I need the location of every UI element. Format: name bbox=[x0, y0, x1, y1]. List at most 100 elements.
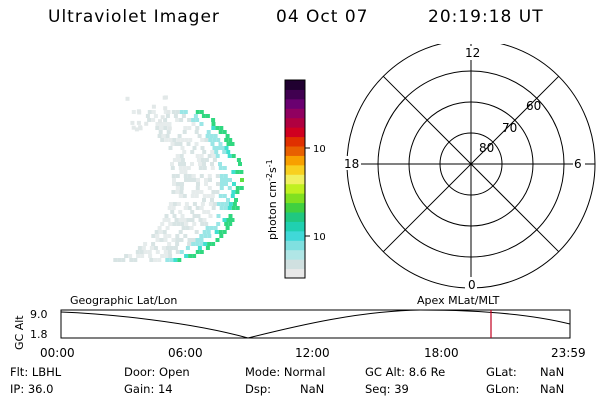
aurora-pixel bbox=[191, 118, 196, 122]
aurora-pixel bbox=[202, 210, 207, 214]
aurora-pixel bbox=[235, 206, 240, 210]
aurora-pixel bbox=[166, 110, 171, 114]
aurora-pixel bbox=[204, 222, 209, 226]
aurora-pixel bbox=[224, 146, 229, 150]
aurora-pixel bbox=[192, 214, 197, 218]
aurora-pixel bbox=[239, 186, 244, 190]
aurora-pixel bbox=[165, 114, 170, 118]
aurora-pixel bbox=[176, 138, 181, 142]
aurora-pixel bbox=[166, 130, 171, 134]
aurora-pixel bbox=[219, 186, 224, 190]
aurora-pixel bbox=[216, 222, 221, 226]
aurora-pixel bbox=[172, 222, 177, 226]
aurora-pixel bbox=[191, 190, 196, 194]
aurora-pixel bbox=[190, 150, 195, 154]
aurora-pixel bbox=[187, 126, 192, 130]
aurora-pixel bbox=[159, 122, 164, 126]
aurora-pixel bbox=[178, 162, 182, 166]
info-mode: Mode: Normal bbox=[245, 365, 326, 379]
aurora-pixel bbox=[139, 250, 144, 254]
aurora-pixel bbox=[231, 154, 236, 158]
aurora-pixel bbox=[205, 226, 210, 230]
aurora-pixel bbox=[199, 250, 204, 254]
polar-circle-label-70: 70 bbox=[502, 121, 517, 135]
aurora-pixel bbox=[219, 126, 224, 130]
colorbar-cell bbox=[285, 80, 305, 90]
aurora-pixel bbox=[210, 166, 215, 170]
aurora-pixel bbox=[136, 109, 141, 114]
colorbar-cell bbox=[285, 268, 305, 279]
aurora-pixel bbox=[220, 178, 224, 182]
aurora-pixel bbox=[168, 138, 173, 142]
aurora-pixel bbox=[218, 194, 223, 198]
aurora-pixel bbox=[204, 182, 208, 186]
aurora-pixel bbox=[199, 110, 204, 114]
aurora-pixel bbox=[175, 250, 180, 254]
aurora-pixel bbox=[143, 242, 148, 246]
aurora-pixel bbox=[208, 178, 212, 182]
aurora-pixel bbox=[222, 218, 227, 222]
aurora-pixel bbox=[145, 114, 150, 118]
aurora-pixel bbox=[218, 166, 223, 170]
aurora-pixel bbox=[166, 218, 171, 222]
aurora-pixel bbox=[163, 234, 168, 238]
colorbar-cell bbox=[285, 230, 305, 241]
aurora-pixel bbox=[195, 250, 200, 254]
aurora-pixel bbox=[130, 120, 135, 125]
aurora-pixel bbox=[167, 122, 172, 126]
aurora-pixel bbox=[165, 226, 170, 230]
aurora-pixel bbox=[158, 230, 163, 234]
aurora-pixel bbox=[199, 234, 204, 238]
aurora-pixel bbox=[186, 166, 191, 170]
aurora-pixel bbox=[154, 230, 159, 234]
image-date: 04 Oct 07 bbox=[276, 7, 369, 27]
aurora-pixel bbox=[180, 182, 184, 186]
aurora-pixel bbox=[141, 246, 146, 250]
colorbar: 100 10 photon cm-2s-1 bbox=[265, 79, 325, 279]
aurora-pixel bbox=[222, 150, 227, 154]
aurora-pixel bbox=[219, 206, 224, 210]
aurora-pixel bbox=[212, 138, 217, 142]
timeline-frame bbox=[60, 309, 571, 339]
aurora-pixel bbox=[222, 194, 227, 198]
aurora-pixel bbox=[184, 178, 188, 182]
aurora-pixel bbox=[193, 114, 198, 118]
info-glon-value: NaN bbox=[540, 382, 565, 396]
polar-line-diag-2 bbox=[382, 75, 560, 253]
aurora-pixel bbox=[207, 174, 212, 178]
timeline-x-tick-1: 06:00 bbox=[168, 346, 203, 360]
aurora-pixel bbox=[215, 154, 220, 158]
aurora-pixel bbox=[181, 226, 186, 230]
aurora-pixel bbox=[195, 238, 200, 242]
aurora-pixel bbox=[176, 182, 180, 186]
info-glat-value: NaN bbox=[540, 365, 565, 379]
aurora-pixel bbox=[203, 242, 208, 246]
aurora-pixel bbox=[158, 130, 163, 134]
aurora-pixel bbox=[137, 246, 142, 250]
aurora-pixel bbox=[215, 190, 220, 194]
info-seq: Seq: 39 bbox=[365, 382, 409, 396]
aurora-pixel bbox=[177, 258, 182, 262]
aurora-pixel bbox=[129, 258, 134, 262]
aurora-pixel bbox=[223, 174, 228, 178]
aurora-pixel bbox=[216, 202, 221, 206]
aurora-pixel bbox=[228, 202, 233, 206]
aurora-pixel bbox=[199, 238, 204, 242]
aurora-pixel bbox=[174, 142, 179, 146]
aurora-pixel bbox=[167, 206, 172, 210]
aurora-pixel bbox=[212, 158, 217, 162]
aurora-pixel bbox=[195, 110, 200, 114]
aurora-pixel bbox=[199, 122, 204, 126]
aurora-pixel bbox=[196, 214, 201, 218]
aurora-pixel bbox=[191, 238, 196, 242]
aurora-pixel bbox=[211, 206, 216, 210]
aurora-pixel bbox=[200, 146, 205, 150]
aurora-pixel bbox=[199, 154, 204, 158]
aurora-pixel bbox=[224, 138, 229, 142]
colorbar-cells bbox=[285, 80, 305, 279]
aurora-pixel bbox=[224, 222, 229, 226]
aurora-pixel bbox=[167, 242, 172, 246]
aurora-pixel bbox=[184, 202, 189, 206]
aurora-pixel bbox=[169, 258, 174, 262]
aurora-pixel bbox=[225, 226, 230, 230]
